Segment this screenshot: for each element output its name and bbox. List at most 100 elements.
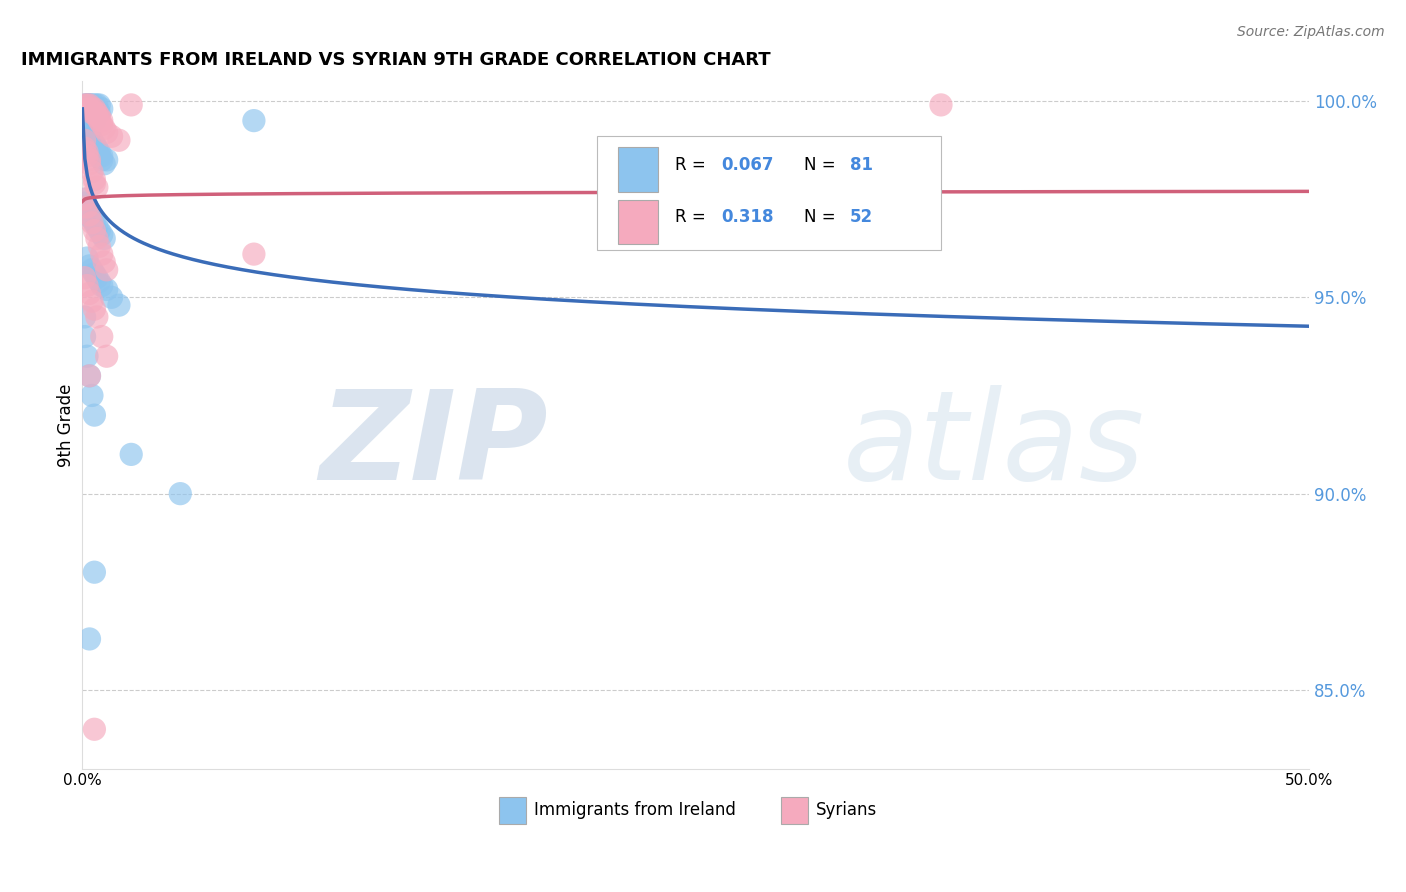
Point: [79, 110, 101, 124]
Text: Source: ZipAtlas.com: Source: ZipAtlas.com: [1237, 25, 1385, 39]
Point: [83, 267, 105, 281]
Point: [83, 102, 105, 116]
Point: [83, 172, 105, 186]
Point: [108, 298, 131, 312]
Point: [93, 121, 115, 136]
Point: [929, 98, 952, 112]
Point: [79, 98, 101, 112]
Point: [86, 102, 108, 116]
Point: [80, 216, 103, 230]
Text: 0.067: 0.067: [721, 155, 773, 174]
Point: [96, 349, 118, 363]
Text: Immigrants from Ireland: Immigrants from Ireland: [534, 801, 735, 819]
Point: [80, 137, 103, 152]
Point: [83, 102, 105, 116]
Point: [76, 102, 98, 116]
Point: [76, 145, 98, 159]
Point: [80, 211, 103, 226]
Point: [86, 105, 108, 120]
Point: [80, 294, 103, 309]
Point: [80, 388, 103, 402]
Point: [90, 227, 112, 242]
Point: [86, 145, 108, 159]
Point: [80, 263, 103, 277]
Point: [96, 263, 118, 277]
FancyBboxPatch shape: [598, 136, 941, 250]
Point: [76, 110, 98, 124]
Point: [80, 105, 103, 120]
Point: [73, 270, 96, 285]
Point: [90, 329, 112, 343]
Point: [89, 239, 111, 253]
Bar: [499, 797, 526, 823]
Point: [73, 125, 96, 139]
Point: [100, 129, 122, 144]
Point: [73, 121, 96, 136]
Point: [96, 153, 118, 167]
Point: [86, 180, 108, 194]
Point: [73, 192, 96, 206]
Point: [83, 565, 105, 579]
Point: [79, 203, 101, 218]
Point: [86, 219, 108, 234]
Point: [79, 259, 101, 273]
Point: [90, 102, 112, 116]
Text: 81: 81: [851, 155, 873, 174]
Point: [73, 98, 96, 112]
Point: [76, 121, 98, 136]
Point: [73, 105, 96, 120]
Point: [80, 133, 103, 147]
Point: [80, 110, 103, 124]
Point: [90, 247, 112, 261]
Point: [86, 110, 108, 124]
Point: [90, 113, 112, 128]
Point: [83, 105, 105, 120]
Point: [93, 231, 115, 245]
Point: [86, 141, 108, 155]
Point: [79, 133, 101, 147]
Point: [76, 349, 98, 363]
Point: [83, 216, 105, 230]
Text: N =: N =: [804, 208, 841, 226]
Point: [83, 105, 105, 120]
Point: [76, 251, 98, 265]
Point: [93, 157, 115, 171]
Point: [86, 270, 108, 285]
Point: [79, 98, 101, 112]
Point: [73, 133, 96, 147]
Point: [83, 98, 105, 112]
Bar: [782, 797, 808, 823]
Point: [79, 105, 101, 120]
Point: [89, 145, 111, 159]
Point: [79, 133, 101, 147]
Point: [73, 110, 96, 124]
Text: R =: R =: [675, 155, 711, 174]
Point: [96, 283, 118, 297]
Point: [79, 208, 101, 222]
Point: [79, 102, 101, 116]
Point: [86, 310, 108, 324]
Text: R =: R =: [675, 208, 711, 226]
Point: [73, 141, 96, 155]
Point: [83, 137, 105, 152]
Point: [79, 368, 101, 383]
Point: [169, 486, 191, 500]
Point: [79, 157, 101, 171]
Point: [80, 102, 103, 116]
Point: [76, 98, 98, 112]
Point: [76, 200, 98, 214]
Point: [83, 302, 105, 317]
Point: [86, 105, 108, 120]
Point: [83, 113, 105, 128]
Point: [83, 177, 105, 191]
Point: [108, 133, 131, 147]
Point: [80, 102, 103, 116]
Point: [89, 98, 111, 112]
Text: atlas: atlas: [842, 385, 1144, 506]
Point: [90, 153, 112, 167]
Text: IMMIGRANTS FROM IRELAND VS SYRIAN 9TH GRADE CORRELATION CHART: IMMIGRANTS FROM IRELAND VS SYRIAN 9TH GR…: [21, 51, 770, 69]
Point: [73, 310, 96, 324]
Point: [89, 113, 111, 128]
Point: [79, 153, 101, 167]
Point: [80, 164, 103, 178]
